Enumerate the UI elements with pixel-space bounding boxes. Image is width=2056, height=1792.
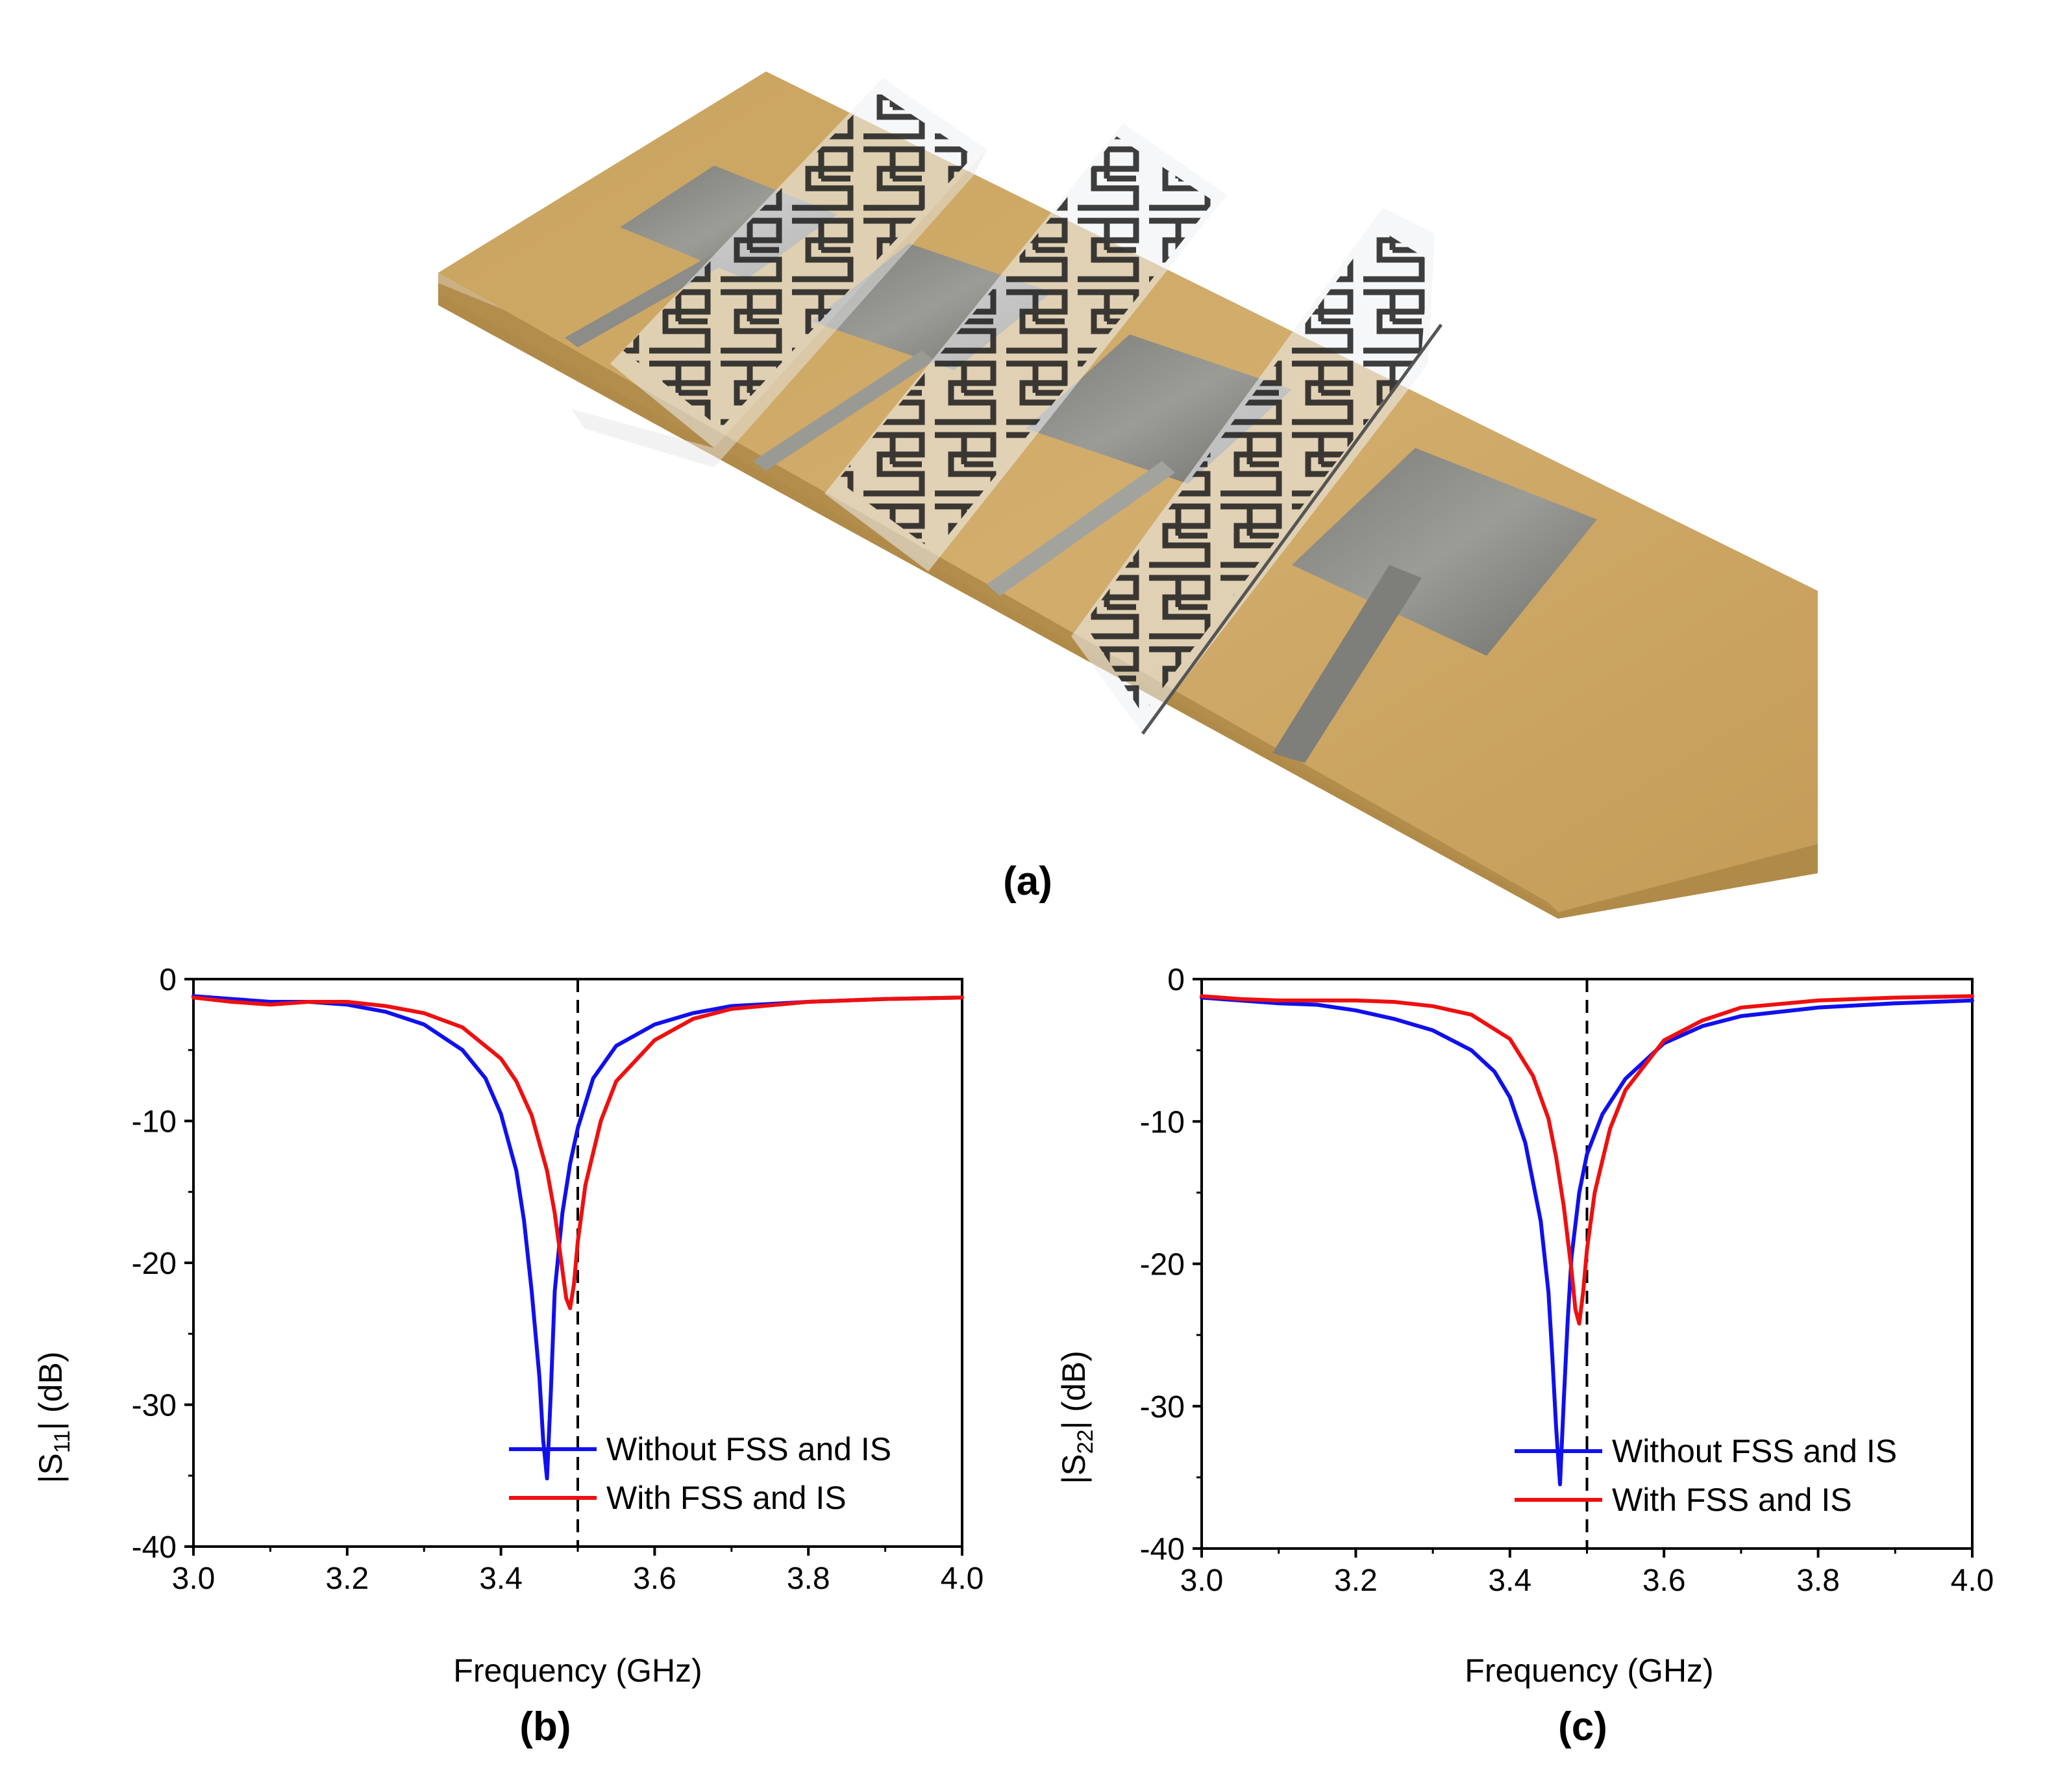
x-tick-label: 3.8 — [1796, 1563, 1840, 1598]
x-tick-label: 3.2 — [1334, 1563, 1378, 1598]
panel-label-b: (b) — [519, 1704, 571, 1749]
s11-chart: |S11| (dB) Frequency (GHz) (b) 3.0 3.2 3.4… — [32, 963, 984, 1749]
y-tick-label: -30 — [1140, 1390, 1185, 1425]
fss-film-3 — [1071, 208, 1443, 735]
patch-antenna-4 — [1272, 448, 1597, 763]
x-tick-label: 4.0 — [941, 1562, 984, 1596]
antenna-photo-panel: (a) — [438, 71, 1818, 919]
x-tick-label: 3.4 — [1488, 1563, 1531, 1598]
series-line-without-fss — [1200, 995, 1974, 1487]
x-tick-label: 3.0 — [172, 1562, 216, 1596]
y-axis-title: |S22| (dB) — [1056, 1350, 1098, 1484]
series-line-without-fss — [192, 994, 964, 1481]
x-tick-label: 4.0 — [1951, 1563, 1994, 1598]
series-line-with-fss — [1200, 994, 1974, 1326]
legend-label: With FSS and IS — [606, 1480, 847, 1516]
y-tick-label: -20 — [132, 1247, 177, 1281]
fss-film-2 — [824, 123, 1227, 571]
x-tick-label: 3.4 — [479, 1562, 523, 1596]
x-axis-title: Frequency (GHz) — [1465, 1652, 1713, 1689]
legend-label: Without FSS and IS — [606, 1431, 891, 1467]
panel-label-c: (c) — [1558, 1704, 1607, 1749]
y-tick-label: 0 — [159, 963, 177, 997]
s22-chart: |S22| (dB) Frequency (GHz) (c) 3.0 3.2 3.4… — [1056, 963, 1994, 1749]
x-tick-label: 3.6 — [1642, 1563, 1686, 1598]
series-line-with-fss — [192, 995, 964, 1310]
y-tick-label: -40 — [1140, 1532, 1185, 1567]
x-tick-label: 3.0 — [1180, 1563, 1224, 1598]
y-tick-label: -10 — [132, 1105, 177, 1139]
y-tick-label: -20 — [1140, 1248, 1185, 1282]
panel-label-a: (a) — [1003, 859, 1052, 904]
legend-label: With FSS and IS — [1612, 1482, 1852, 1518]
x-tick-label: 3.2 — [325, 1562, 369, 1596]
legend-label: Without FSS and IS — [1612, 1433, 1897, 1469]
x-tick-label: 3.8 — [787, 1562, 830, 1596]
y-tick-label: -30 — [132, 1389, 177, 1423]
x-axis-title: Frequency (GHz) — [453, 1652, 702, 1689]
y-tick-label: 0 — [1167, 963, 1185, 997]
y-tick-label: -10 — [1140, 1105, 1185, 1139]
fss-film-1 — [571, 78, 987, 467]
y-tick-label: -40 — [132, 1530, 177, 1565]
x-tick-label: 3.6 — [633, 1562, 676, 1596]
y-axis-title: |S11| (dB) — [32, 1352, 75, 1484]
